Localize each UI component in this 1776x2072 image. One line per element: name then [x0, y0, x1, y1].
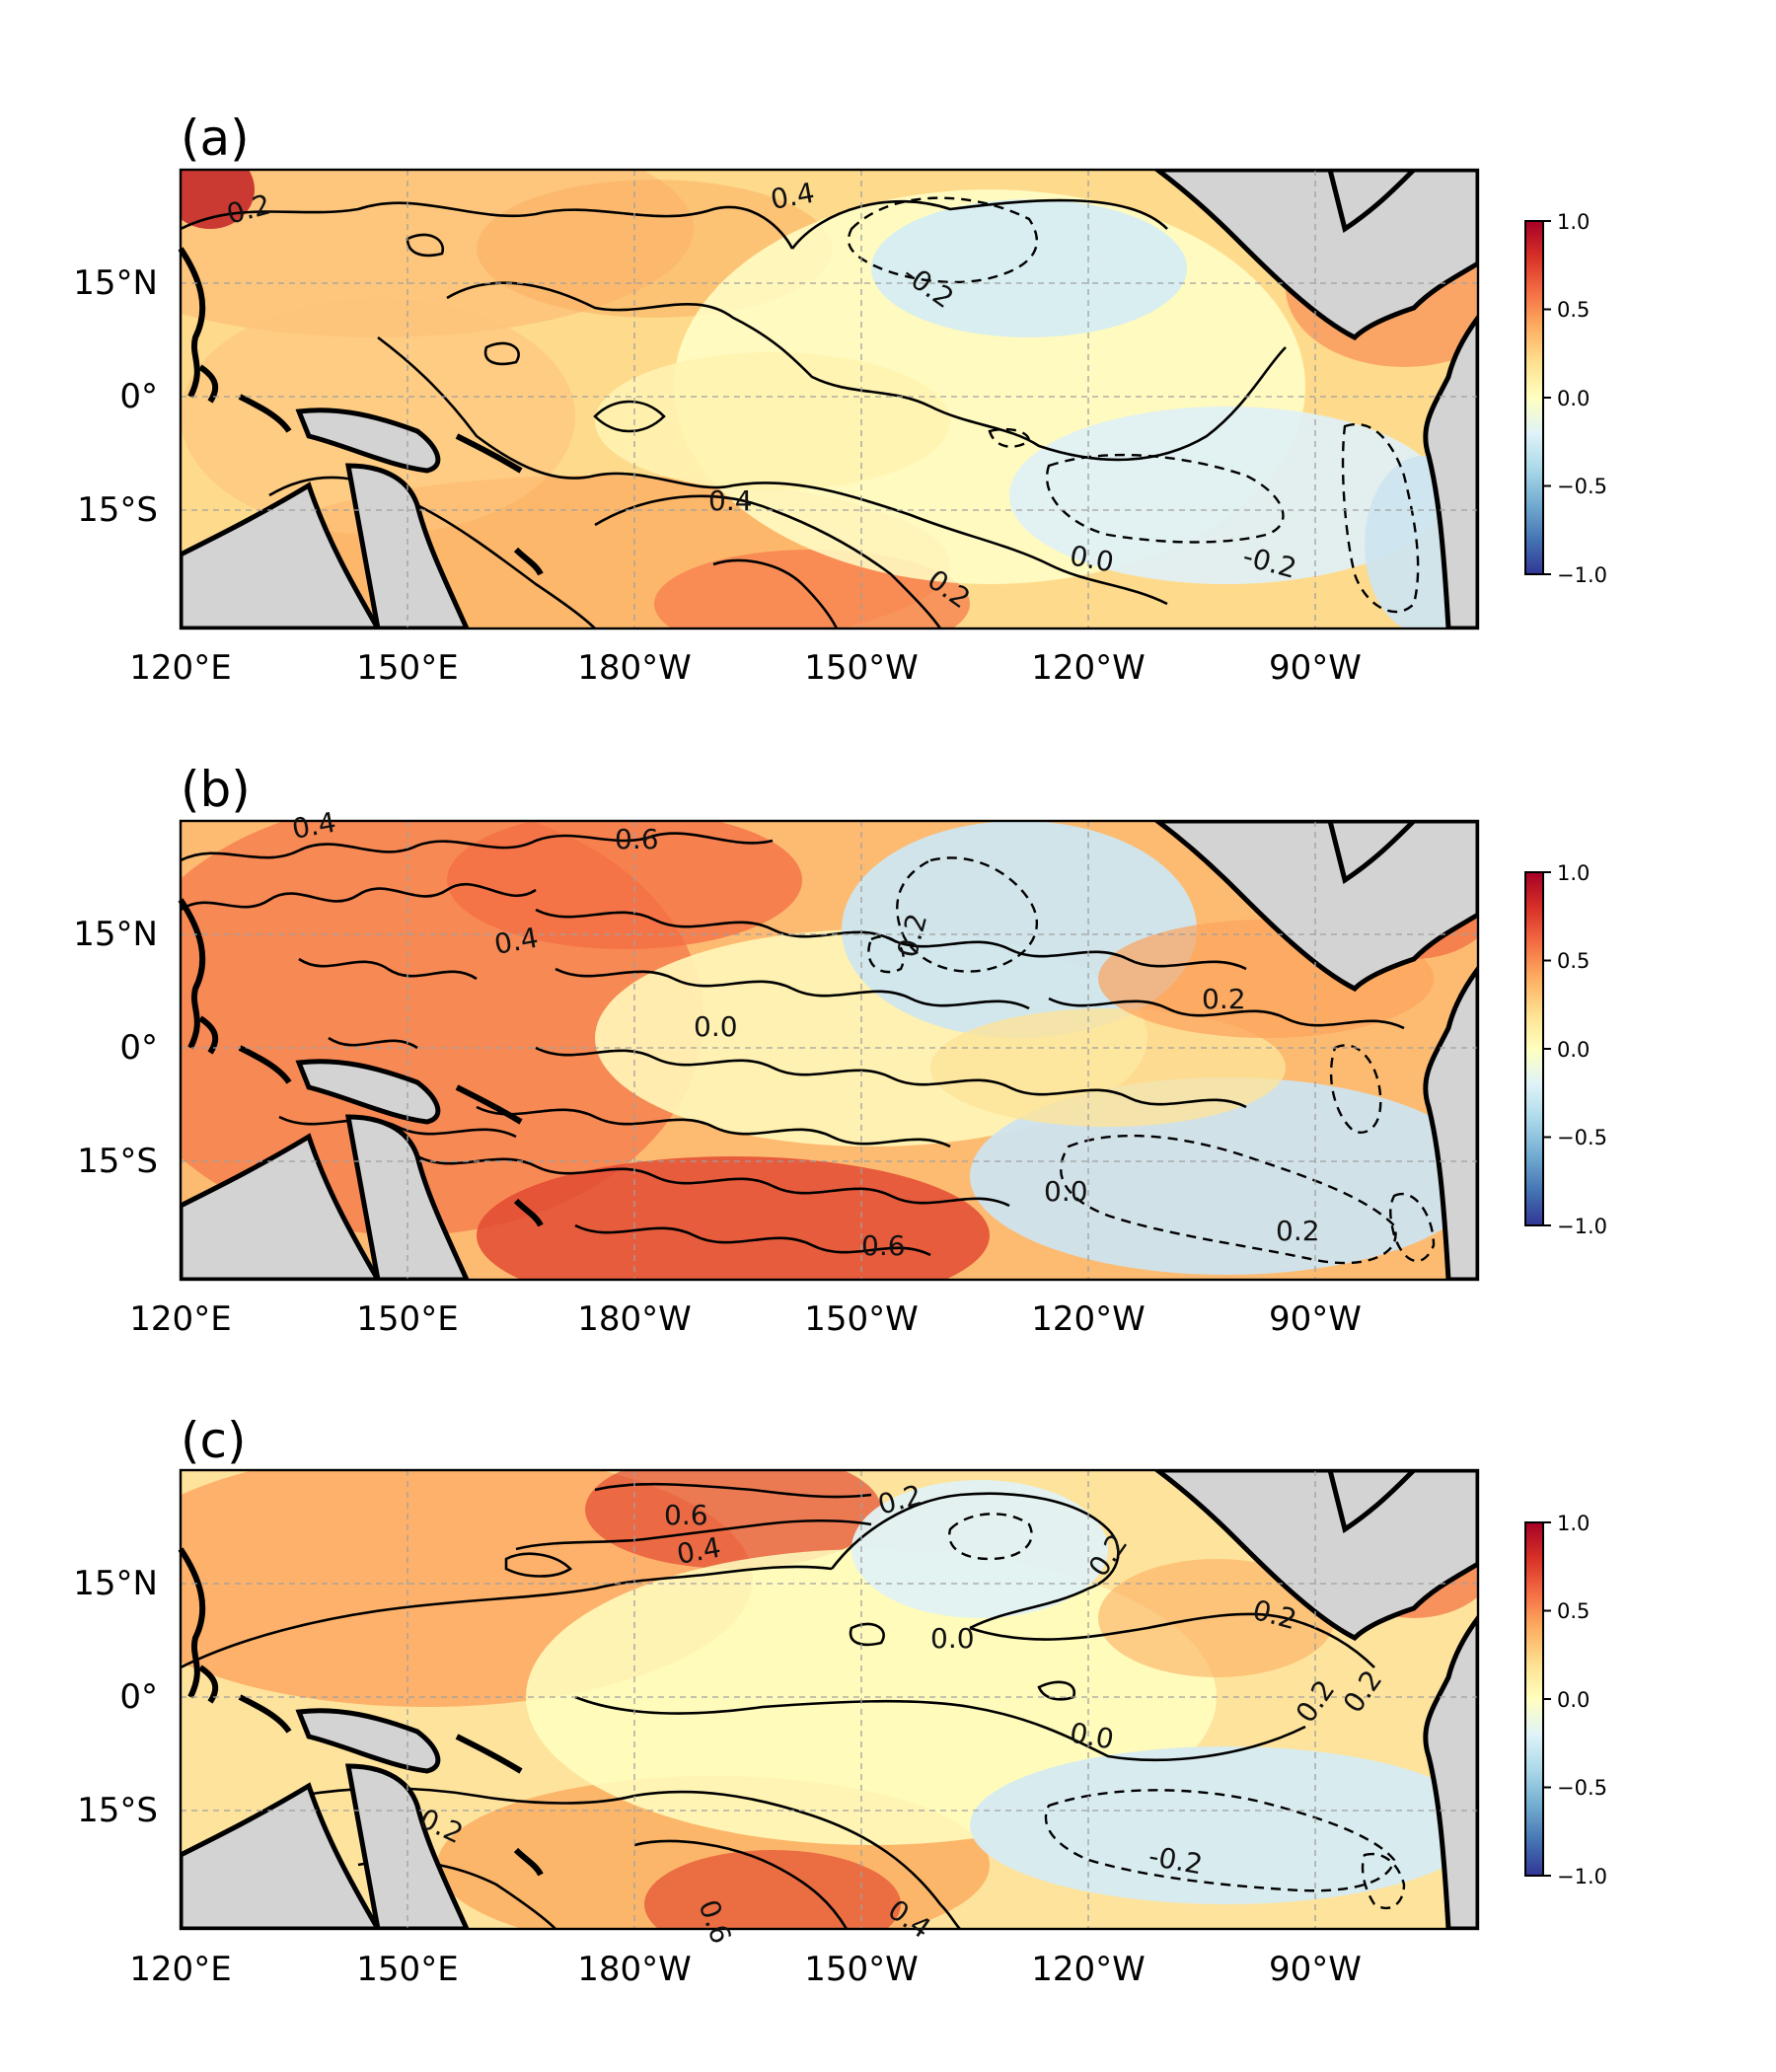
contour-label: 0.0: [694, 1010, 738, 1043]
x-tick-label: 120°W: [1031, 648, 1146, 688]
x-tick-label: 150°E: [356, 648, 458, 688]
contour-label: 0.4: [674, 1531, 723, 1571]
contour-label: 0.0: [1068, 539, 1117, 578]
colorbar-c: 1.0 0.5 0.0 −0.5 −1.0: [1524, 1512, 1607, 1888]
y-tick-label: 15°S: [77, 1142, 158, 1181]
x-tick-label: 150°E: [356, 1299, 458, 1339]
colorbar-tick-label: −0.5: [1557, 1126, 1607, 1149]
colorbar-tick-label: 1.0: [1557, 861, 1590, 885]
colorbar-tick-label: −1.0: [1557, 563, 1607, 587]
colorbar-tick-label: 0.5: [1557, 298, 1590, 322]
colorbar-tick-label: −1.0: [1557, 1865, 1607, 1888]
x-tick-label: 90°W: [1269, 1299, 1362, 1339]
colorbar-tick-label: 0.0: [1557, 387, 1590, 410]
y-tick-label: 0°: [119, 1028, 158, 1068]
contour-label: 0.2: [1276, 1215, 1320, 1247]
y-tick-label: 15°S: [77, 1791, 158, 1830]
panel-label-c: (c): [181, 1412, 247, 1469]
contours-b: [181, 832, 1436, 1265]
x-tick-labels: 120°E 150°E 180°W 150°W 120°W 90°W 120°E…: [129, 648, 1362, 1989]
y-tick-label: 15°S: [77, 490, 158, 530]
contour-label: 0.6: [664, 1499, 708, 1531]
colorbar-tick-label: 1.0: [1557, 210, 1590, 234]
map-frame: [179, 819, 1480, 1282]
contour-labels-b: 0.4 0.6 0.4 0.2 0.0 0.2 0.0 0.6 0.2: [289, 806, 1319, 1262]
contour-labels-a: 0.2 0.4 -0.2 0.4 0.2 0.0 -0.2: [223, 177, 1299, 616]
colorbar-tick-label: 0.0: [1557, 1038, 1590, 1062]
x-tick-label: 150°W: [804, 1299, 919, 1339]
x-tick-label: 180°W: [577, 1299, 692, 1339]
x-tick-label: 120°E: [129, 1299, 231, 1339]
x-tick-label: 150°W: [804, 648, 919, 688]
x-tick-label: 120°E: [129, 1950, 231, 1989]
x-tick-label: 90°W: [1269, 648, 1362, 688]
panel-c: 0.6 0.4 0.2 0.0 0.2 0.2 0.0 0.2 0.2 -0.2…: [102, 1468, 1480, 1948]
y-tick-label: 15°N: [73, 263, 158, 303]
x-tick-label: 120°W: [1031, 1950, 1146, 1989]
colorbar-tick-label: −1.0: [1557, 1215, 1607, 1238]
contour-label: 0.2: [1202, 983, 1246, 1015]
colorbar-tick-label: −0.5: [1557, 475, 1607, 498]
colorbar-tick-label: 0.5: [1557, 1599, 1590, 1623]
x-tick-label: 120°W: [1031, 1299, 1146, 1339]
colorbar-b: 1.0 0.5 0.0 −0.5 −1.0: [1524, 861, 1607, 1238]
map-frame: [179, 1468, 1480, 1931]
contours-a: [181, 196, 1420, 629]
colorbar-tick-label: 1.0: [1557, 1512, 1590, 1535]
panel-label-b: (b): [181, 761, 251, 818]
colorbar-a: 1.0 0.5 0.0 −0.5 −1.0: [1524, 210, 1607, 587]
colorbar-tick-label: 0.5: [1557, 949, 1590, 973]
contour-label: 0.0: [1068, 1716, 1117, 1755]
map-frame: [179, 168, 1480, 630]
y-tick-label: 0°: [119, 1677, 158, 1717]
colorbar-tick-label: 0.0: [1557, 1688, 1590, 1712]
colorbar-tick-label: −0.5: [1557, 1776, 1607, 1800]
x-tick-label: 180°W: [577, 1950, 692, 1989]
contour-label: 0.6: [861, 1229, 906, 1262]
x-tick-label: 150°W: [804, 1950, 919, 1989]
contours-c: [181, 1482, 1406, 1929]
y-tick-label: 15°N: [73, 1564, 158, 1603]
contour-label: 0.6: [615, 823, 659, 855]
x-tick-label: 150°E: [356, 1950, 458, 1989]
y-tick-label: 0°: [119, 377, 158, 416]
contour-label: 0.4: [708, 484, 753, 517]
contour-label: 0.0: [930, 1622, 975, 1655]
panel-a: 0.2 0.4 -0.2 0.4 0.2 0.0 -0.2: [62, 168, 1480, 630]
contour-label: 0.4: [768, 177, 817, 216]
x-tick-label: 90°W: [1269, 1950, 1362, 1989]
y-tick-labels: 15°N 0° 15°S 15°N 0° 15°S 15°N 0° 15°S: [73, 263, 158, 1830]
contour-label: 0.0: [1044, 1175, 1088, 1208]
x-tick-label: 120°E: [129, 648, 231, 688]
panel-label-a: (a): [181, 110, 250, 167]
panel-b: 0.4 0.6 0.4 0.2 0.0 0.2 0.0 0.6 0.2: [111, 806, 1480, 1282]
y-tick-label: 15°N: [73, 915, 158, 954]
x-tick-label: 180°W: [577, 648, 692, 688]
contour-label: 0.4: [289, 806, 338, 846]
contour-label: 0.4: [491, 922, 541, 961]
